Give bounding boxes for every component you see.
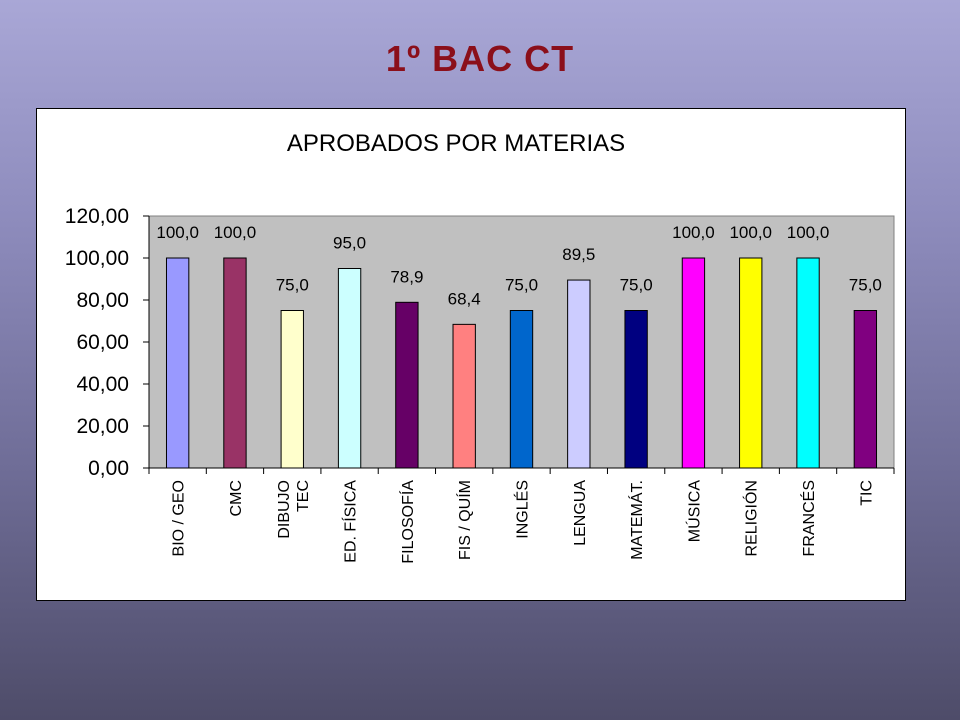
bar: [165, 257, 190, 469]
x-axis: BIO / GEO CMC DIBUJO TEC ED. FÍSICA FILOSOFÍA…: [148, 467, 895, 564]
y-tick-label: 20,00: [76, 415, 129, 438]
bar: [853, 310, 878, 469]
data-label: 78,9: [390, 267, 423, 286]
bar: [395, 301, 419, 469]
data-label: 89,5: [562, 245, 595, 264]
x-category-label: BIO / GEO: [171, 480, 188, 556]
x-category-label: CMC: [228, 480, 245, 516]
x-category-label: INGLÉS: [513, 480, 532, 539]
y-tick-label: 120,00: [65, 205, 129, 228]
x-category-label: LENGUA: [572, 480, 589, 546]
x-category-label: FIS / QUÍM: [455, 480, 474, 560]
y-tick-label: 40,00: [76, 373, 129, 396]
data-label: 100,0: [672, 223, 715, 242]
bar: [624, 310, 648, 469]
data-label: 75,0: [276, 276, 309, 295]
bar: [681, 257, 706, 469]
chart-frame: APROBADOS POR MATERIAS 0,00 20,00 40,00 60,…: [36, 108, 906, 601]
x-category-label: MÚSICA: [684, 480, 703, 543]
bar: [223, 257, 247, 469]
data-label: 75,0: [620, 276, 653, 295]
x-category-label: FRANCÉS: [799, 480, 818, 556]
value-labels: 100,0 100,0 75,0 95,0 78,9 68,4 75,0 89,5 75,0 10…: [156, 223, 882, 308]
bar: [739, 257, 763, 469]
x-category-label: DIBUJO: [276, 480, 293, 539]
y-tick-label: 60,00: [76, 331, 129, 354]
data-label: 75,0: [505, 276, 538, 295]
x-category-label: FILOSOFÍA: [398, 480, 417, 564]
data-label: 100,0: [214, 223, 257, 242]
bar-chart: APROBADOS POR MATERIAS 0,00 20,00 40,00 60,…: [65, 130, 895, 564]
data-label: 68,4: [448, 289, 481, 308]
chart-title: APROBADOS POR MATERIAS: [287, 130, 625, 157]
y-tick-label: 0,00: [88, 457, 129, 480]
bar: [337, 268, 362, 469]
x-category-label: MATEMÁT.: [627, 480, 646, 560]
x-category-label: TEC: [295, 480, 312, 512]
x-category-label: ED. FÍSICA: [341, 480, 360, 563]
data-label: 75,0: [849, 276, 882, 295]
slide-title: 1º BAC CT: [385, 38, 575, 79]
data-label: 95,0: [333, 234, 366, 253]
x-category-label: TIC: [858, 480, 875, 506]
bar: [567, 279, 591, 469]
bars: [165, 257, 878, 469]
y-tick-label: 80,00: [76, 289, 129, 312]
data-label: 100,0: [729, 223, 772, 242]
y-axis: 0,00 20,00 40,00 60,00 80,00 100,00 120,00: [65, 205, 150, 480]
data-label: 100,0: [787, 223, 830, 242]
bar: [509, 310, 534, 469]
bar: [280, 310, 304, 469]
bar: [796, 257, 820, 469]
x-category-label: RELIGIÓN: [742, 480, 761, 556]
y-tick-label: 100,00: [65, 247, 129, 270]
bar: [452, 323, 476, 469]
data-label: 100,0: [156, 223, 199, 242]
